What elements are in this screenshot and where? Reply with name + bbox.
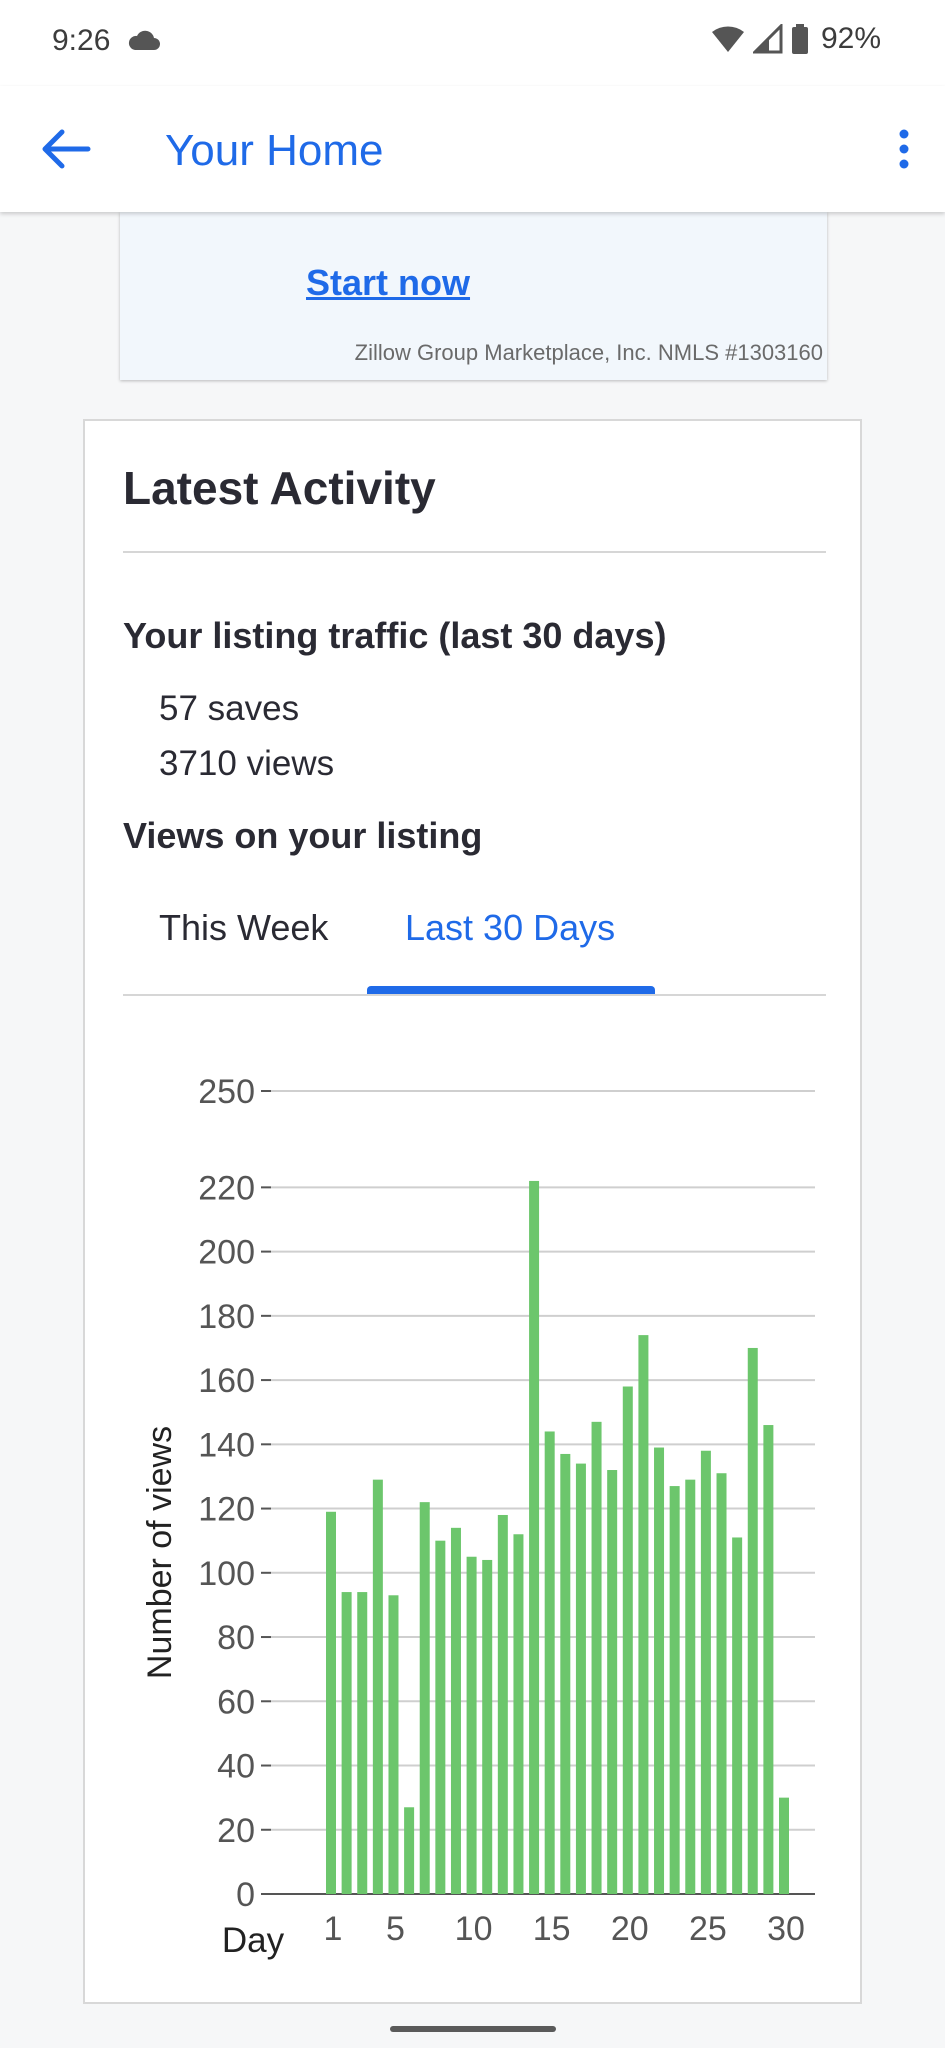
x-tick-label: 20 xyxy=(611,1910,649,1948)
chart-bar xyxy=(450,1527,461,1894)
chart-bar xyxy=(529,1180,540,1894)
more-options-button[interactable] xyxy=(889,124,919,174)
x-axis-label: Day xyxy=(222,1921,285,1960)
tab-last-30-days[interactable]: Last 30 Days xyxy=(405,907,616,948)
status-bar: 9:26 92% xyxy=(0,0,945,86)
y-tick-label: 80 xyxy=(217,1619,255,1657)
x-tick-label: 1 xyxy=(324,1910,343,1948)
status-time: 9:26 xyxy=(52,24,111,57)
signal-icon xyxy=(752,24,783,54)
chart-bar xyxy=(654,1447,665,1894)
x-tick-label: 30 xyxy=(767,1910,805,1948)
chart-bar xyxy=(747,1347,758,1894)
saves-count: 57 saves xyxy=(159,689,300,728)
y-tick-label: 0 xyxy=(236,1876,255,1914)
tab-this-week[interactable]: This Week xyxy=(159,907,329,948)
y-tick-label: 250 xyxy=(198,1073,255,1111)
chart-bar xyxy=(732,1537,743,1894)
chart-bar xyxy=(341,1592,352,1894)
battery-icon xyxy=(791,24,808,54)
back-arrow-icon xyxy=(42,129,91,169)
chart-bar xyxy=(669,1486,680,1894)
cloud-icon xyxy=(128,30,160,50)
x-tick-label: 10 xyxy=(455,1910,493,1948)
chart-bar xyxy=(404,1807,415,1894)
chart-bar xyxy=(388,1595,399,1894)
chart-bar xyxy=(591,1421,602,1894)
x-tick-label: 15 xyxy=(533,1910,571,1948)
chart-bar xyxy=(372,1479,383,1894)
views-heading: Views on your listing xyxy=(123,815,483,856)
chart-bar xyxy=(544,1431,555,1894)
chart-bar xyxy=(763,1425,774,1894)
home-indicator[interactable] xyxy=(390,2026,556,2032)
tab-selected-indicator xyxy=(367,986,655,994)
chart-bar xyxy=(466,1556,477,1894)
status-icons: 92% xyxy=(711,22,881,56)
nmls-disclaimer: Zillow Group Marketplace, Inc. NMLS #130… xyxy=(354,340,823,365)
divider xyxy=(123,551,826,553)
chart-bar xyxy=(482,1559,493,1894)
chart-bar xyxy=(513,1534,524,1894)
chart-bar xyxy=(560,1453,571,1894)
traffic-heading: Your listing traffic (last 30 days) xyxy=(123,615,667,656)
y-axis-label: Number of views xyxy=(141,1426,179,1679)
chart-bar xyxy=(779,1797,789,1894)
chart-bar xyxy=(716,1473,727,1894)
more-vert-icon xyxy=(899,129,909,169)
start-now-link[interactable]: Start now xyxy=(306,262,471,303)
promo-card: Start now Zillow Group Marketplace, Inc.… xyxy=(120,212,827,380)
tabs-divider xyxy=(123,994,826,996)
chart-bar xyxy=(357,1592,368,1894)
y-tick-label: 200 xyxy=(198,1234,255,1272)
battery-level: 92% xyxy=(820,22,881,55)
x-tick-label: 5 xyxy=(386,1910,405,1948)
activity-title: Latest Activity xyxy=(123,462,436,514)
chart-bar xyxy=(700,1450,711,1894)
chart-bar xyxy=(622,1386,633,1894)
back-button[interactable] xyxy=(38,124,92,174)
y-tick-label: 60 xyxy=(217,1683,255,1721)
page-title: Your Home xyxy=(165,126,384,175)
y-tick-label: 180 xyxy=(198,1298,255,1336)
y-tick-label: 120 xyxy=(198,1491,255,1529)
y-tick-label: 100 xyxy=(198,1555,255,1593)
x-tick-label: 25 xyxy=(689,1910,727,1948)
chart-bar xyxy=(607,1470,618,1894)
chart-bar xyxy=(435,1540,446,1894)
latest-activity-card: Latest Activity Your listing traffic (la… xyxy=(83,419,862,2004)
y-tick-label: 40 xyxy=(217,1748,255,1786)
chart-bar xyxy=(419,1502,430,1894)
y-tick-label: 220 xyxy=(198,1169,255,1207)
chart-bar xyxy=(497,1514,508,1894)
chart-bar xyxy=(326,1511,336,1894)
y-tick-label: 160 xyxy=(198,1362,255,1400)
app-bar: Your Home xyxy=(0,86,945,212)
chart-bar xyxy=(685,1479,696,1894)
chart-bar xyxy=(575,1463,586,1894)
y-tick-label: 20 xyxy=(217,1812,255,1850)
y-tick-label: 140 xyxy=(198,1426,255,1464)
wifi-icon xyxy=(711,26,744,52)
chart-bar xyxy=(638,1335,649,1894)
views-count: 3710 views xyxy=(159,744,335,783)
